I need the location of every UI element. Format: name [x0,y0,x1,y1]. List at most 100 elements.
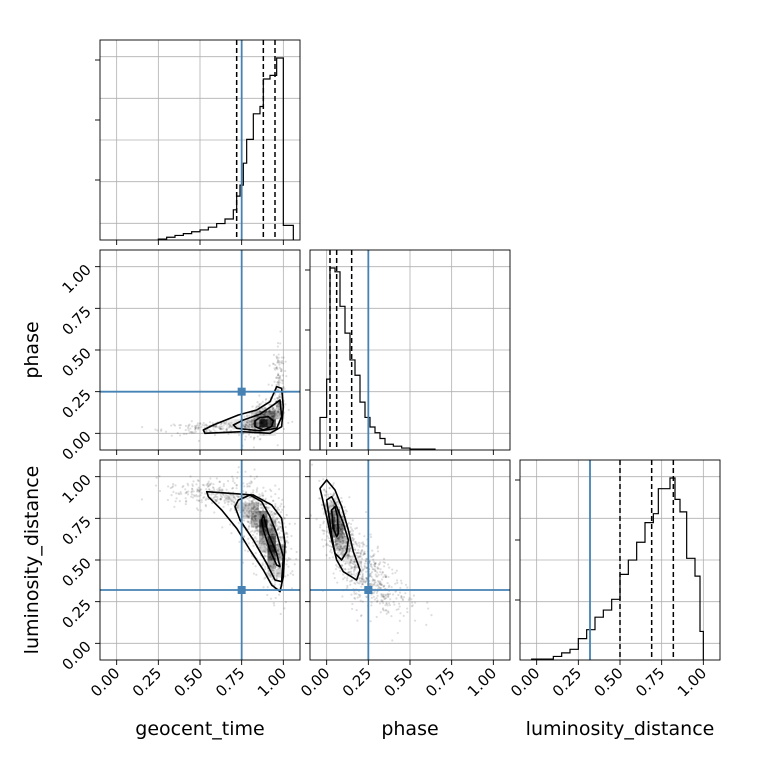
sample-point [372,560,376,564]
sample-point [261,562,264,565]
sample-point [286,533,289,536]
density-cell [267,527,276,536]
sample-point [378,582,382,585]
sample-point [379,568,382,571]
sample-point [258,530,261,533]
sample-point [261,535,265,538]
sample-point [268,410,272,413]
sample-point [214,426,217,429]
sample-point [273,380,276,383]
sample-point [271,536,274,539]
sample-point [248,495,252,499]
sample-point [358,545,361,548]
sample-point [377,567,380,570]
sample-point [322,532,325,535]
sample-point [340,531,343,534]
sample-point [352,555,355,558]
sample-point [322,478,325,481]
sample-point [277,402,280,405]
density-cell [259,410,268,420]
contour-line [254,415,275,431]
sample-point [337,536,340,540]
sample-point [267,552,270,556]
sample-point [252,419,255,422]
sample-point [274,532,277,535]
sample-point [190,493,194,496]
sample-point [234,498,237,501]
sample-point [335,539,338,543]
sample-point [265,423,268,426]
sample-point [376,550,380,553]
sample-point [394,582,397,585]
sample-point [374,562,377,565]
sample-point [272,417,275,420]
sample-point [364,560,367,563]
sample-point [246,421,249,425]
sample-point [261,509,265,512]
sample-point [264,413,267,416]
sample-point [261,426,265,429]
sample-point [273,367,276,370]
sample-point [327,495,330,498]
sample-point [249,480,253,483]
sample-point [242,490,245,493]
sample-point [276,373,280,377]
sample-point [158,489,162,493]
sample-point [255,488,258,492]
sample-point [361,580,365,583]
sample-point [371,549,374,552]
sample-point [256,529,259,532]
sample-point [345,510,348,513]
sample-point [202,496,205,499]
sample-point [358,544,361,547]
sample-point [243,511,246,514]
sample-point [216,496,219,499]
sample-point [277,548,280,552]
sample-point [276,381,279,384]
sample-point [346,557,350,560]
sample-point [256,507,259,510]
sample-point [273,520,276,523]
sample-point [279,525,283,529]
sample-point [272,415,275,418]
sample-point [277,396,280,399]
sample-point [333,516,336,519]
sample-point [211,422,214,425]
sample-point [158,475,161,478]
sample-point [251,500,254,504]
sample-point [336,503,340,506]
sample-point [244,505,247,508]
x-tick-label: 1.00 [254,664,290,700]
sample-point [248,421,251,424]
density-cell [267,419,276,428]
sample-point [343,535,346,538]
sample-point [251,518,254,521]
density-cell [335,529,344,538]
sample-point [399,612,402,615]
sample-point [255,537,258,540]
sample-point [278,525,281,528]
sample-point [338,547,341,551]
sample-point [221,488,224,491]
sample-point [227,503,230,506]
sample-point [251,427,254,430]
sample-point [385,601,388,605]
sample-point [271,566,274,569]
sample-point [254,523,257,526]
sample-point [361,583,365,586]
sample-point [252,507,255,510]
sample-point [353,592,356,595]
sample-point [335,528,338,532]
sample-point [271,513,274,516]
sample-point [273,583,276,586]
sample-point [354,542,357,545]
sample-point [266,425,269,428]
sample-point [353,560,356,563]
sample-point [208,430,211,433]
sample-point [208,487,211,491]
sample-point [268,555,271,559]
sample-point [191,484,194,487]
sample-point [383,595,386,598]
sample-point [279,342,282,345]
sample-point [355,526,359,530]
